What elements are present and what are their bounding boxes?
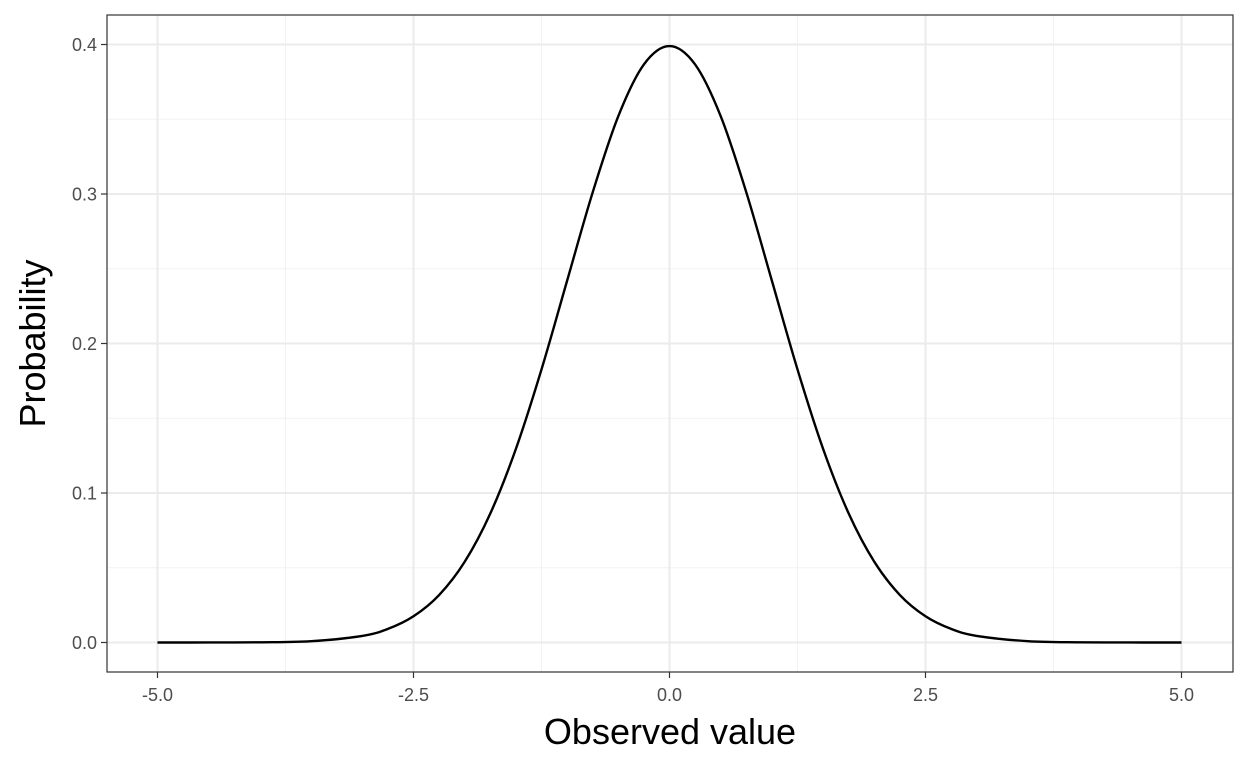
y-tick-label: 0.4: [72, 35, 97, 55]
x-axis: -5.0 -2.5 0.0 2.5 5.0: [142, 672, 1194, 705]
y-tick-label: 0.3: [72, 185, 97, 205]
x-tick-label: -2.5: [398, 685, 429, 705]
y-tick-label: 0.0: [72, 633, 97, 653]
x-tick-label: -5.0: [142, 685, 173, 705]
series-layer: [157, 44, 1182, 644]
y-tick-label: 0.1: [72, 484, 97, 504]
x-axis-title: Observed value: [544, 711, 796, 752]
x-tick-label: 5.0: [1169, 685, 1194, 705]
y-tick-label: 0.2: [72, 334, 97, 354]
x-tick-label: 2.5: [913, 685, 938, 705]
x-tick-label: 0.0: [657, 685, 682, 705]
y-axis: 0.0 0.1 0.2 0.3 0.4: [72, 35, 107, 653]
y-axis-title: Probability: [12, 259, 53, 427]
series-line-0: [157, 44, 1182, 644]
